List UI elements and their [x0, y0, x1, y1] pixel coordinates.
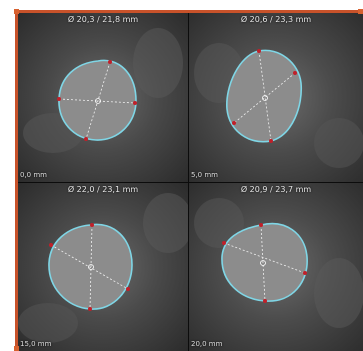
handle-point [269, 139, 273, 143]
handle-point [303, 271, 307, 275]
diameter-line-major [258, 50, 272, 142]
handle-point [222, 241, 226, 245]
center-point [260, 260, 266, 266]
viewport-panel-4[interactable]: Ø 20,9 / 23,7 mm 20,0 mm [189, 183, 363, 351]
handle-point [88, 307, 92, 311]
handle-point [232, 121, 236, 125]
panel-divider-horizontal [15, 182, 363, 183]
resize-handle-bottom-left[interactable] [14, 346, 19, 351]
viewport-panel-1[interactable]: Ø 20,3 / 21,8 mm 0,0 mm [18, 13, 188, 182]
center-point [95, 98, 101, 104]
handle-point [259, 223, 263, 227]
diameter-measurement-label: Ø 20,9 / 23,7 mm [240, 185, 312, 194]
ct-slice-image [18, 13, 188, 182]
slice-position-label: 5,0 mm [191, 171, 218, 179]
viewport-panel-3[interactable]: Ø 22,0 / 23,1 mm 15,0 mm [18, 183, 188, 351]
diameter-measurement-label: Ø 20,6 / 23,3 mm [240, 15, 312, 24]
center-point [88, 264, 94, 270]
diameter-line-minor [233, 72, 296, 124]
handle-point [293, 71, 297, 75]
diameter-line-major [85, 61, 111, 140]
handle-point [257, 49, 261, 53]
handle-point [90, 223, 94, 227]
resize-handle-top-right[interactable] [358, 9, 363, 14]
handle-point [263, 299, 267, 303]
diameter-measurement-label: Ø 22,0 / 23,1 mm [67, 185, 139, 194]
viewport-panel-2[interactable]: Ø 20,6 / 23,3 mm 5,0 mm [189, 13, 363, 182]
slice-position-label: 0,0 mm [20, 171, 47, 179]
center-point [262, 95, 268, 101]
slice-position-label: 15,0 mm [20, 340, 52, 348]
active-viewport-frame-left [15, 10, 18, 351]
diameter-line-minor [50, 244, 129, 290]
ct-slice-image [18, 183, 188, 351]
handle-point [49, 243, 53, 247]
handle-point [84, 137, 88, 141]
panel-divider-vertical [188, 11, 189, 351]
active-viewport-frame-top [15, 10, 363, 13]
vessel-contour [58, 59, 137, 141]
resize-handle-top-left[interactable] [14, 9, 19, 14]
slice-position-label: 20,0 mm [191, 340, 223, 348]
handle-point [108, 60, 112, 64]
vessel-contour [48, 223, 133, 310]
ct-slice-image [189, 183, 363, 351]
handle-point [126, 287, 130, 291]
diameter-measurement-label: Ø 20,3 / 21,8 mm [67, 15, 139, 24]
diameter-line-major [260, 224, 266, 302]
ct-slice-image [189, 13, 363, 182]
diameter-line-minor [58, 98, 136, 104]
handle-point [133, 101, 137, 105]
handle-point [57, 97, 61, 101]
